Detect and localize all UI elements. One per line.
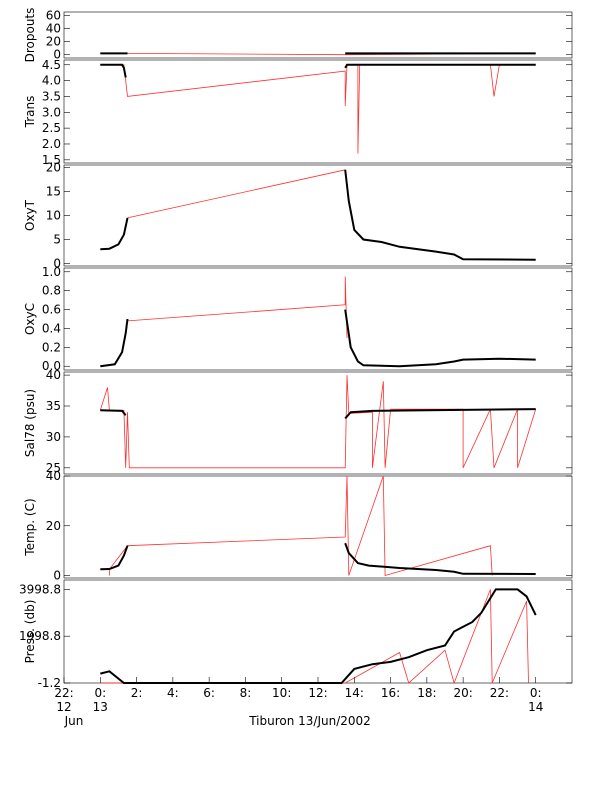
x-tick-label: 4: bbox=[167, 686, 179, 700]
y-tick-label: 35 bbox=[46, 399, 61, 413]
panels-group: 6040200Dropouts4.54.03.53.02.52.01.5Tran… bbox=[19, 8, 573, 690]
y-tick-label: 40 bbox=[46, 469, 61, 483]
panel-3: 1.0 0.8 0.6 0.4 0.2 0.0 OxyC bbox=[23, 265, 573, 373]
y-tick-label: 0 bbox=[53, 257, 61, 271]
y-tick-label: 2.0 bbox=[42, 137, 61, 151]
y-tick-label: 10 bbox=[46, 209, 61, 223]
x-tick-label: 10: bbox=[272, 686, 291, 700]
x-tick-label: 20: bbox=[453, 686, 472, 700]
y-tick-label: 3.0 bbox=[42, 105, 61, 119]
series-processed-line bbox=[100, 309, 536, 368]
y-tick-label: 0.0 bbox=[42, 359, 61, 373]
y-axis-title: Sal78 (psu) bbox=[23, 389, 37, 457]
y-tick-label: 60 bbox=[46, 8, 61, 22]
series-processed-line bbox=[100, 542, 536, 575]
y-tick-label: 1.0 bbox=[42, 265, 61, 279]
panel-frame bbox=[63, 475, 573, 579]
y-tick-label: 25 bbox=[46, 461, 61, 475]
y-tick-label: 0.2 bbox=[42, 340, 61, 354]
panel-frame bbox=[63, 59, 573, 164]
y-axis-title: OxyC bbox=[23, 303, 37, 335]
y-tick-label: 15 bbox=[46, 184, 61, 198]
y-tick-label: 40 bbox=[46, 368, 61, 382]
y-axis-title: Trans bbox=[23, 96, 37, 129]
y-tick-label: 20 bbox=[46, 35, 61, 49]
x-tick-sublabel-2: Jun bbox=[64, 714, 84, 728]
y-axis-title: Temp. (C) bbox=[23, 498, 37, 556]
x-tick-label: 16: bbox=[381, 686, 400, 700]
y-tick-label: 1998.8 bbox=[19, 629, 61, 643]
series-processed-line bbox=[100, 408, 536, 420]
x-tick-label: 0: bbox=[94, 686, 106, 700]
y-tick-label: 30 bbox=[46, 430, 61, 444]
x-tick-label: 6: bbox=[203, 686, 215, 700]
y-tick-label: 5 bbox=[53, 233, 61, 247]
x-tick-label: 2: bbox=[131, 686, 143, 700]
panel-frame bbox=[63, 579, 573, 684]
y-tick-label: 3998.8 bbox=[19, 582, 61, 596]
y-tick-label: 20 bbox=[46, 519, 61, 533]
panel-frame bbox=[63, 371, 573, 475]
series-raw-line bbox=[99, 375, 537, 469]
x-tick-label: 8: bbox=[240, 686, 252, 700]
y-tick-label: 0 bbox=[53, 48, 61, 62]
panel-1: 4.5 4.03.5 3.0 2.5 2.0 1.5 Trans bbox=[23, 58, 573, 167]
series-raw-line bbox=[109, 475, 493, 577]
x-tick-label: 22: bbox=[490, 686, 509, 700]
y-axis-title: Press. (db) bbox=[23, 600, 37, 664]
y-axis-title: OxyT bbox=[23, 199, 37, 231]
y-tick-label: 3.5 bbox=[42, 89, 61, 103]
series-processed-line bbox=[100, 63, 536, 78]
y-tick-label: 1.5 bbox=[42, 153, 61, 167]
x-tick-label: 14: bbox=[345, 686, 364, 700]
panel-frame bbox=[63, 267, 573, 371]
y-tick-label: 2.5 bbox=[42, 121, 61, 135]
chart-caption: Tiburon 13/Jun/2002 bbox=[248, 714, 371, 728]
x-tick-sublabel: 13 bbox=[93, 700, 108, 714]
y-tick-label: 4.5 bbox=[42, 58, 61, 72]
series-raw-line bbox=[127, 169, 346, 219]
series-raw-line bbox=[100, 589, 529, 685]
y-tick-label: 0.6 bbox=[42, 303, 61, 317]
y-tick-label: 0 bbox=[53, 569, 61, 583]
series-processed-line bbox=[100, 588, 537, 684]
panel-5: 40 20 0 Temp. (C) bbox=[23, 469, 573, 583]
series-processed-line bbox=[100, 169, 536, 261]
series-raw-line bbox=[127, 276, 348, 338]
y-axis-title: Dropouts bbox=[23, 8, 37, 63]
x-tick-label: 12: bbox=[308, 686, 327, 700]
x-tick-label: 18: bbox=[417, 686, 436, 700]
y-tick-label: 0.8 bbox=[42, 284, 61, 298]
y-tick-label: -1.2 bbox=[38, 676, 61, 690]
x-tick-label: 22: bbox=[54, 686, 73, 700]
y-tick-label: 0.4 bbox=[42, 321, 61, 335]
y-tick-label: 20 bbox=[46, 160, 61, 174]
x-tick-sublabel: 14 bbox=[528, 700, 543, 714]
x-tick-sublabel: 12 bbox=[56, 700, 71, 714]
panel-frame bbox=[63, 11, 573, 59]
panel-4: 40 35 30 25 Sal78 (psu) bbox=[23, 368, 573, 475]
series-raw-line bbox=[100, 64, 536, 154]
panel-2: 20 15 10 5 0 OxyT bbox=[23, 160, 573, 271]
y-tick-label: 4.0 bbox=[42, 74, 61, 88]
y-tick-label: 40 bbox=[46, 21, 61, 35]
x-tick-label: 0: bbox=[530, 686, 542, 700]
